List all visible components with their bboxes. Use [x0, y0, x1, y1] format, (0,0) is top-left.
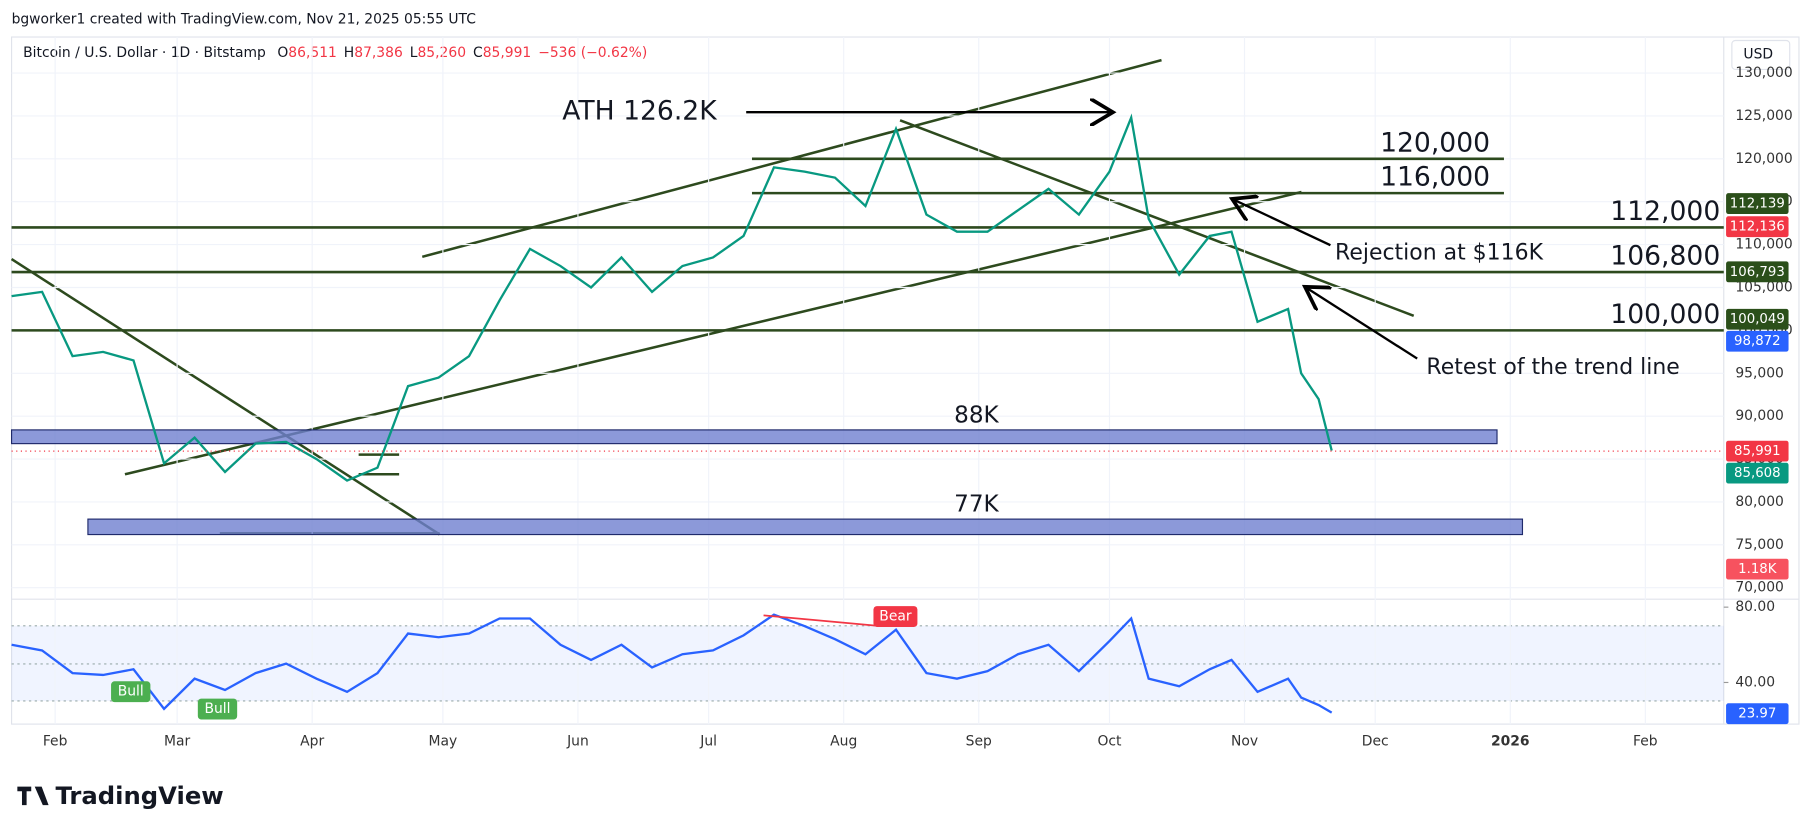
price-tag [1726, 330, 1789, 352]
y-tick-label: 40.00 [1735, 674, 1775, 690]
price-tag-label: 85,991 [1734, 444, 1781, 459]
price-tag-label: 85,608 [1734, 466, 1781, 481]
trend-lines [10, 58, 1415, 536]
currency: USD [1743, 46, 1773, 62]
frame [10, 36, 1800, 725]
h-key: H [344, 45, 354, 61]
y-tick-label: 75,000 [1735, 537, 1784, 553]
signal-box [197, 698, 238, 720]
x-tick-label: 2026 [1491, 733, 1530, 749]
signal: Bear [879, 609, 912, 625]
level-label: 120,000 [1380, 127, 1490, 158]
c-val: 85,991 [483, 45, 532, 61]
header: bgworker1 created with TradingView.com, … [12, 12, 476, 28]
signal: Bull [118, 684, 144, 700]
x-tick-label: May [429, 733, 458, 749]
level-label: 106,800 [1610, 241, 1720, 272]
x-tick-label: Jun [566, 733, 589, 749]
y-tick-label: 90,000 [1735, 408, 1784, 424]
price-tag [1726, 558, 1789, 580]
l-key: L [410, 45, 418, 61]
annotation: Retest of the trend line [1426, 355, 1679, 380]
signal-box [111, 681, 151, 703]
price-tag-label: 98,872 [1734, 334, 1781, 349]
x-tick-label: Jul [699, 733, 717, 749]
x-tick-label: Nov [1231, 733, 1258, 749]
level-label: 100,000 [1610, 299, 1720, 330]
price-tag [1726, 703, 1789, 725]
level-label: 116,000 [1380, 162, 1490, 193]
zone [10, 429, 1498, 445]
price-tag [1726, 462, 1789, 484]
arrows [746, 112, 1418, 360]
zone [87, 518, 1524, 536]
legend: Bitcoin / U.S. Dollar · 1D · Bitstamp O86… [23, 45, 647, 61]
x-tick-label: Feb [43, 733, 68, 749]
price-tag-label: 100,049 [1730, 312, 1785, 327]
y-tick-label: 105,000 [1735, 279, 1792, 295]
x-tick-label: Aug [830, 733, 857, 749]
annotation: ATH 126.2K [562, 96, 717, 127]
x-tick-label: Feb [1633, 733, 1658, 749]
x-tick-label: Mar [164, 733, 190, 749]
x-tick-label: Apr [300, 733, 324, 749]
level-label: 112,000 [1610, 196, 1720, 227]
signal: Bull [204, 701, 230, 717]
price-tag [1726, 216, 1789, 238]
y-tick-label: 80,000 [1735, 494, 1784, 510]
c-key: C [473, 45, 483, 61]
y-tick-label: 70,000 [1735, 580, 1784, 596]
y-tick-label: 130,000 [1735, 65, 1792, 81]
y-tick-label: 110,000 [1735, 237, 1792, 253]
price-tag [1726, 308, 1789, 330]
symbol: Bitcoin / U.S. Dollar · 1D · Bitstamp [23, 45, 266, 61]
rsi-line [11, 613, 1333, 714]
price-line [11, 113, 1333, 482]
zone-label: 88K [954, 403, 999, 429]
price-tag-label: 112,139 [1730, 197, 1785, 212]
zone-label: 77K [954, 492, 999, 518]
logo-icon [17, 786, 49, 806]
x-tick-label: Dec [1362, 733, 1389, 749]
y-tick-label: 120,000 [1735, 151, 1792, 167]
price-tag [1726, 440, 1789, 462]
change: −536 (−0.62%) [538, 45, 647, 61]
price-tag-label: 106,793 [1730, 265, 1785, 280]
footer: TradingView [56, 781, 224, 810]
x-tick-label: Oct [1097, 733, 1122, 749]
y-tick-label: 125,000 [1735, 108, 1792, 124]
price-tag [1726, 193, 1789, 214]
price-tag-label: 1.18K [1738, 562, 1777, 577]
l-val: 85,260 [417, 45, 466, 61]
o-key: O [277, 45, 288, 61]
y-tick-label: 80.00 [1735, 599, 1775, 615]
x-tick-label: Sep [966, 733, 992, 749]
y-tick-label: 95,000 [1735, 365, 1784, 381]
h-val: 87,386 [354, 45, 403, 61]
price-tag-label: 112,136 [1730, 220, 1785, 235]
divergence-line [763, 614, 878, 627]
price-tag [1726, 261, 1789, 283]
annotation: Rejection at $116K [1335, 240, 1544, 265]
currency-box[interactable] [1731, 39, 1791, 70]
signal-box [873, 606, 918, 627]
price-tag-label: 23.97 [1738, 707, 1776, 722]
